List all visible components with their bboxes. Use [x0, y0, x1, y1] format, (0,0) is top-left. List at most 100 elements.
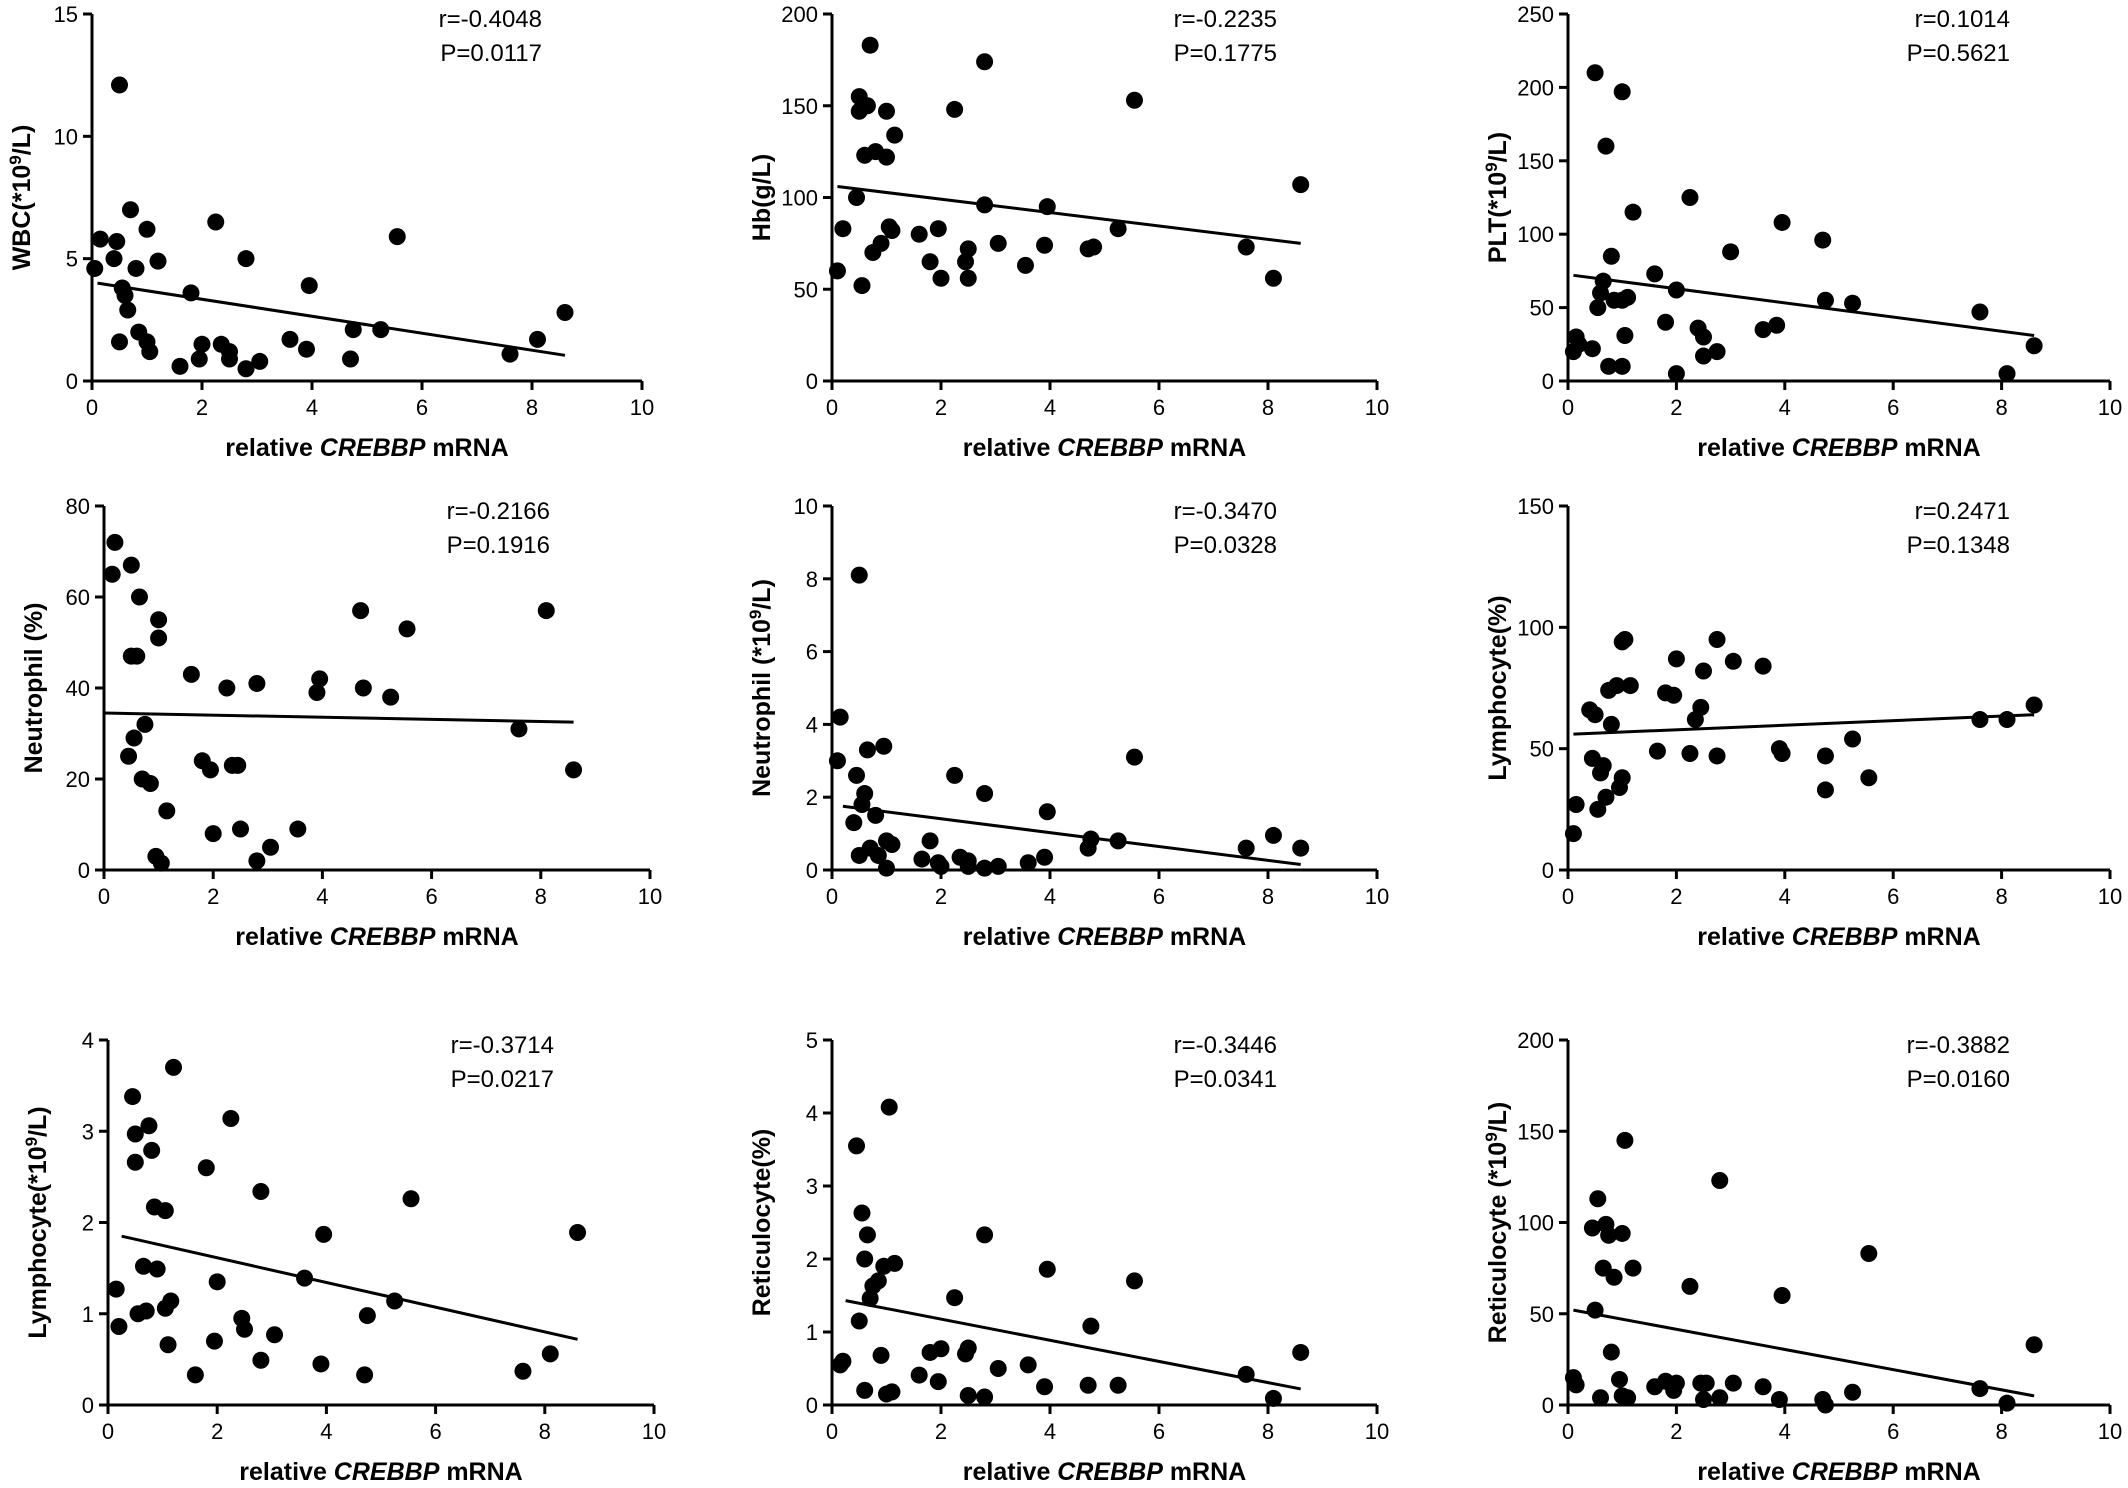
data-point [556, 303, 574, 321]
x-tick-label: 6 [1153, 1419, 1165, 1444]
x-tick-label: 10 [1365, 1419, 1389, 1444]
data-point [1816, 781, 1834, 799]
y-tick-label: 4 [806, 1101, 818, 1126]
data-point [1589, 800, 1607, 818]
data-point [252, 1182, 270, 1200]
data-point [886, 1254, 904, 1272]
x-tick-label: 2 [1670, 395, 1682, 420]
data-point [1998, 365, 2016, 383]
x-tick-label: 6 [429, 1419, 441, 1444]
data-point [872, 234, 890, 252]
y-axis-label: Neutrophil (%) [20, 603, 48, 774]
data-point [106, 533, 124, 551]
data-point [162, 1292, 180, 1310]
regression-line [103, 711, 574, 724]
x-axis-label: relative CREBBP mRNA [963, 923, 1246, 951]
data-point [1586, 1301, 1604, 1319]
data-point [1597, 788, 1615, 806]
data-point [1657, 313, 1675, 331]
data-point [1570, 335, 1588, 353]
data-point [86, 259, 104, 277]
data-point [1816, 1396, 1834, 1414]
y-tick-label: 100 [1517, 222, 1554, 247]
data-point [872, 1346, 890, 1364]
data-point [2025, 696, 2043, 714]
x-tick-label: 4 [316, 884, 328, 909]
data-point [311, 670, 329, 688]
data-point [237, 360, 255, 378]
data-point [298, 340, 315, 358]
data-point [159, 1336, 177, 1354]
data-point [1616, 326, 1634, 344]
x-tick-label: 10 [2098, 395, 2122, 420]
data-point [856, 1381, 874, 1399]
data-point [1036, 848, 1054, 866]
data-point [388, 228, 406, 246]
data-point [883, 836, 901, 854]
data-point [878, 148, 895, 166]
p-value-label: P=0.0117 [440, 40, 542, 67]
y-tick-label: 200 [781, 2, 818, 27]
x-tick-label: 10 [642, 1419, 666, 1444]
data-point [1608, 677, 1626, 695]
data-point [989, 857, 1007, 875]
y-tick-label: 3 [806, 1174, 818, 1199]
y-tick-label: 4 [82, 1028, 94, 1053]
y-tick-label: 0 [1542, 369, 1554, 394]
p-value-label: P=0.1348 [1907, 532, 2010, 559]
scatter-panel-4: 0 2 4 6 8 10 0 20 40 60 80 relative CREBBP mRNA Neut… [20, 494, 662, 951]
x-tick-label: 8 [1995, 884, 2007, 909]
y-tick-label: 0 [806, 1393, 818, 1418]
data-point [127, 259, 145, 277]
data-point [976, 785, 994, 803]
data-point [232, 820, 249, 838]
data-point [1613, 1224, 1631, 1242]
data-point [946, 1289, 964, 1307]
data-point [126, 1153, 144, 1171]
data-point [182, 665, 200, 683]
y-axis-label: Hb(g/L) [748, 154, 776, 241]
data-point [207, 213, 225, 231]
y-tick-label: 200 [1517, 75, 1554, 100]
x-tick-label: 10 [638, 884, 662, 909]
data-point [1998, 1394, 2016, 1412]
data-point [137, 1302, 155, 1320]
data-point [141, 343, 159, 361]
data-point [1681, 189, 1699, 206]
p-value-label: P=0.0160 [1907, 1066, 2010, 1093]
data-point [358, 1307, 376, 1325]
data-point [831, 708, 849, 726]
data-point [1237, 238, 1255, 256]
x-axis-label: relative CREBBP mRNA [963, 1458, 1246, 1486]
data-point [1619, 1389, 1637, 1407]
data-point [382, 688, 400, 706]
data-point [569, 1224, 587, 1242]
data-point [1613, 357, 1631, 375]
data-point [1624, 203, 1642, 221]
y-tick-label: 150 [781, 94, 818, 119]
y-axis-label: WBC(*109/L) [6, 125, 37, 271]
data-point [119, 301, 137, 319]
data-point [190, 350, 208, 368]
y-tick-label: 50 [794, 277, 818, 302]
data-point [1109, 1376, 1127, 1394]
data-point [300, 277, 318, 295]
data-point [252, 1351, 270, 1369]
data-point [929, 220, 947, 238]
data-point [1621, 677, 1639, 695]
y-tick-label: 2 [82, 1211, 94, 1236]
y-tick-label: 200 [1517, 1028, 1554, 1053]
r-value-label: r=-0.3714 [451, 1032, 554, 1059]
data-point [1109, 220, 1127, 238]
data-point [236, 1320, 253, 1338]
data-point [1109, 832, 1127, 850]
y-axis-label: Reticulocyte(%) [748, 1129, 776, 1317]
data-point [143, 1141, 161, 1159]
data-point [834, 1352, 852, 1370]
data-point [165, 1058, 183, 1076]
x-tick-label: 2 [935, 395, 947, 420]
data-point [1722, 243, 1740, 261]
y-tick-label: 20 [66, 767, 90, 792]
